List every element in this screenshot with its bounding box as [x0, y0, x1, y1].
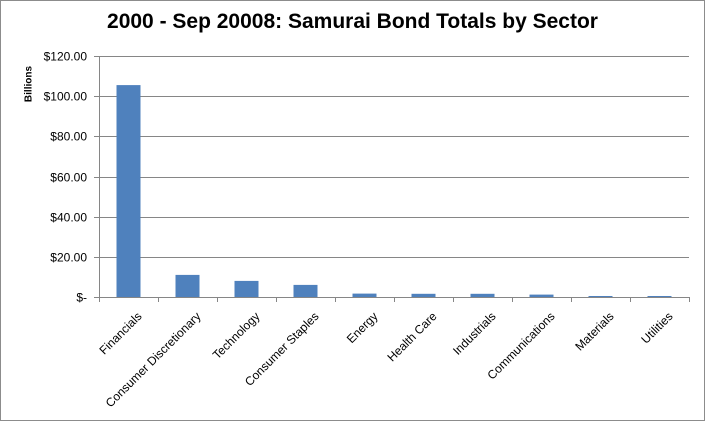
- y-tick-label: $80.00: [50, 130, 87, 144]
- x-tick-label: Utilities: [638, 309, 675, 346]
- x-tick-label: Technology: [210, 309, 263, 362]
- x-tick-label: Financials: [97, 309, 145, 357]
- bar-consumer-discretionary: [175, 274, 200, 297]
- y-tick-label: $20.00: [50, 251, 87, 265]
- bar-health-care: [411, 293, 436, 297]
- x-tick-label: Consumer Discretionary: [103, 309, 204, 410]
- bar-technology: [234, 280, 259, 297]
- x-tick-label: Energy: [344, 309, 381, 346]
- y-tick-labels: $- $20.00 $40.00 $60.00 $80.00 $100.00 $120.00: [44, 50, 88, 305]
- bar-financials: [116, 85, 141, 297]
- x-tick-label: Materials: [572, 309, 616, 353]
- bar-utilities: [647, 296, 672, 297]
- y-tick-label: $60.00: [50, 171, 87, 185]
- bars: [116, 85, 672, 297]
- bar-consumer-staples: [293, 284, 318, 297]
- bar-communications: [529, 294, 554, 297]
- y-tick-label: $100.00: [44, 90, 88, 104]
- x-tick-label: Industrials: [450, 309, 499, 358]
- bar-materials: [588, 296, 613, 297]
- axes: [94, 56, 690, 302]
- bar-industrials: [470, 293, 495, 297]
- chart-title: 2000 - Sep 20008: Samurai Bond Totals by…: [107, 10, 598, 33]
- y-tick-label: $40.00: [50, 211, 87, 225]
- y-tick-label: $-: [76, 291, 87, 305]
- gridlines: [99, 56, 689, 258]
- x-tick-label: Health Care: [384, 309, 439, 364]
- y-tick-label: $120.00: [44, 50, 88, 64]
- bar-energy: [352, 293, 377, 297]
